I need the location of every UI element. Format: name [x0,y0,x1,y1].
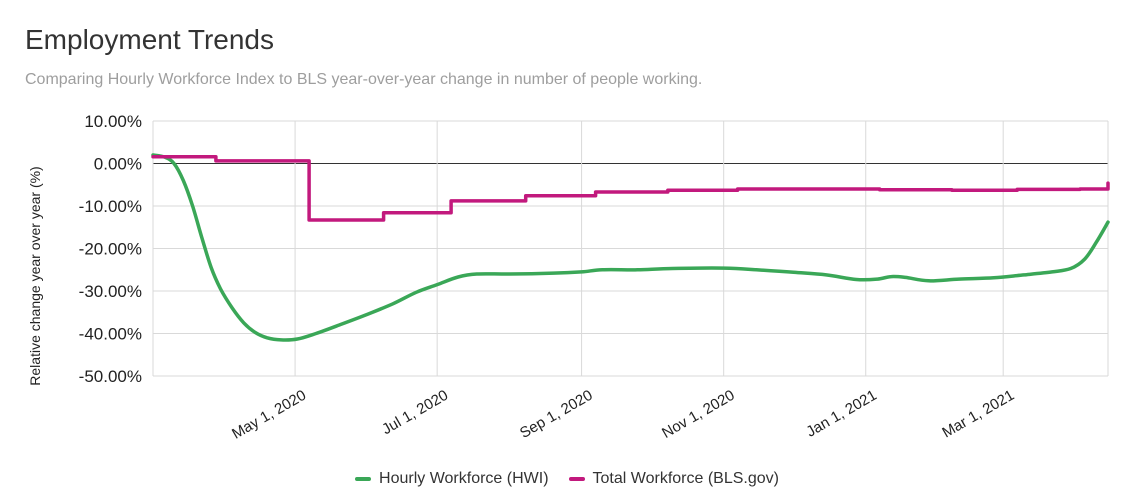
y-tick-label: -10.00% [79,197,142,216]
y-tick-label: -40.00% [79,325,142,344]
y-axis-label: Relative change year over year (%) [27,166,43,385]
chart-subtitle: Comparing Hourly Workforce Index to BLS … [25,71,703,88]
y-tick-label: -50.00% [79,367,142,386]
legend-swatch-bls [568,477,585,481]
y-axis-ticks: 10.00% 0.00% -10.00% -20.00% -30.00% -40.00% -… [79,112,142,386]
line-chart: 10.00% 0.00% -10.00% -20.00% -30.00% -40.00% -… [27,112,1110,443]
legend-swatch-hwi [355,477,372,481]
series-lines [151,153,1110,342]
x-tick-label: Sep 1, 2020 [517,387,596,442]
chart-legend: Hourly Workforce (HWI) Total Workforce (… [0,470,1134,488]
legend-label-hwi: Hourly Workforce (HWI) [379,470,549,487]
legend-item-bls[interactable]: Total Workforce (BLS.gov) [568,470,779,488]
y-tick-label: 0.00% [94,155,142,174]
legend-item-hwi[interactable]: Hourly Workforce (HWI) [355,470,549,488]
series-line-0 [151,153,1110,342]
series-line-1 [151,154,1110,222]
x-tick-label: Nov 1, 2020 [659,387,738,442]
y-tick-label: 10.00% [84,112,142,131]
x-tick-label: Jan 1, 2021 [803,387,879,441]
legend-label-bls: Total Workforce (BLS.gov) [592,470,779,487]
y-tick-label: -20.00% [79,240,142,259]
x-tick-label: May 1, 2020 [229,387,309,443]
x-tick-label: Mar 1, 2021 [939,387,1017,442]
y-tick-label: -30.00% [79,282,142,301]
x-axis-ticks: May 1, 2020 Jul 1, 2020 Sep 1, 2020 Nov 1, … [229,387,1017,443]
chart-title: Employment Trends [25,24,274,55]
x-tick-label: Jul 1, 2020 [379,387,451,438]
